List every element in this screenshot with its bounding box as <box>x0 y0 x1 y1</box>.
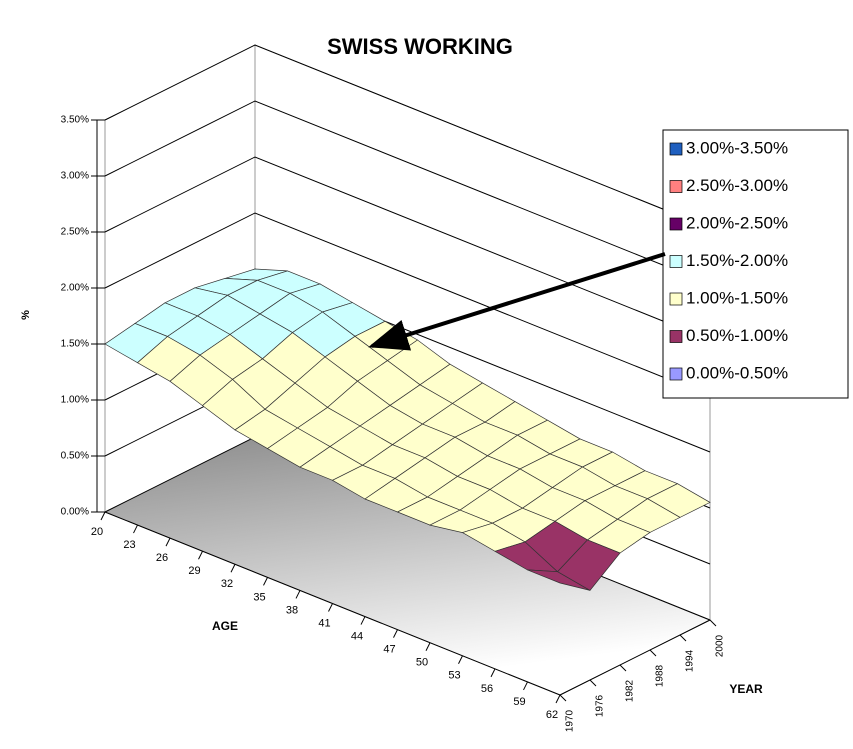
x-axis-label: AGE <box>212 619 238 633</box>
z-tick-label: 1.50% <box>61 339 89 350</box>
y-tick-label: 1982 <box>625 679 636 702</box>
grid-line <box>104 156 711 341</box>
y-tick <box>619 664 627 672</box>
y-tick-label: 2000 <box>715 634 726 657</box>
legend-box <box>662 129 849 399</box>
y-tick-label: 1988 <box>655 664 666 687</box>
x-tick <box>425 642 431 651</box>
legend: 3.00%-3.50% 2.50%-3.00% 2.00%-2.50% 1.50%-2… <box>662 129 849 399</box>
legend-swatch <box>669 367 683 381</box>
y-tick <box>649 649 657 657</box>
x-tick-label: 53 <box>448 670 460 682</box>
legend-label: 3.00%-3.50% <box>686 138 788 157</box>
x-tick-label: 35 <box>253 591 265 603</box>
x-tick-label: 23 <box>123 539 135 551</box>
legend-swatch <box>669 142 683 156</box>
y-tick-label: 1976 <box>595 694 606 717</box>
y-tick <box>709 619 717 627</box>
x-tick <box>360 616 366 625</box>
surface <box>104 268 711 591</box>
z-tick-label: 3.50% <box>61 115 89 126</box>
x-axis <box>104 511 561 696</box>
x-tick-label: 59 <box>513 696 525 708</box>
x-tick <box>555 694 561 704</box>
x-tick <box>133 524 138 534</box>
x-tick-label: 44 <box>351 630 363 642</box>
legend-label: 0.00%-0.50% <box>686 363 788 382</box>
legend-label: 0.50%-1.00% <box>686 326 788 345</box>
x-tick-label: 62 <box>546 709 558 721</box>
z-tick-label: 0.00% <box>61 507 89 518</box>
x-tick <box>230 564 236 573</box>
y-tick-label: 1994 <box>685 649 696 672</box>
x-tick <box>198 550 203 560</box>
x-tick-label: 32 <box>221 578 233 590</box>
y-tick <box>589 679 597 687</box>
surface-cell <box>527 569 591 591</box>
y-axis <box>559 619 711 696</box>
x-tick <box>490 668 496 678</box>
legend-label: 2.50%-3.00% <box>686 176 788 195</box>
x-tick <box>263 577 268 586</box>
legend-swatch <box>669 292 683 306</box>
legend-swatch <box>669 330 683 343</box>
legend-label: 1.50%-2.00% <box>686 251 788 270</box>
z-tick-label: 2.00% <box>61 283 89 294</box>
legend-swatch <box>669 180 683 193</box>
z-tick-label: 2.50% <box>61 227 89 238</box>
y-tick <box>679 634 687 642</box>
x-tick-label: 20 <box>91 526 103 538</box>
x-tick-label: 26 <box>156 552 168 564</box>
x-tick-label: 50 <box>416 657 428 669</box>
x-tick-label: 41 <box>318 617 330 629</box>
legend-label: 1.00%-1.50% <box>686 288 788 307</box>
z-axis-label: % <box>20 310 32 320</box>
grid-line <box>104 212 711 397</box>
x-tick-label: 47 <box>383 644 395 656</box>
x-tick-label: 29 <box>188 565 200 577</box>
x-tick <box>328 603 333 612</box>
x-tick-label: 56 <box>481 683 493 695</box>
grid-line <box>104 100 711 285</box>
legend-swatch <box>669 255 683 268</box>
x-tick <box>100 511 106 521</box>
z-tick-label: 1.00% <box>61 395 89 406</box>
legend-label: 2.00%-2.50% <box>686 213 788 232</box>
y-axis-label: YEAR <box>729 682 763 696</box>
x-tick <box>458 655 463 665</box>
annotation-arrow <box>368 252 666 351</box>
z-tick-label: 3.00% <box>61 171 89 182</box>
legend-swatch <box>669 217 683 231</box>
y-tick-label: 1970 <box>565 709 576 732</box>
x-tick-label: 38 <box>286 604 298 616</box>
axes: 0.00% 0.50% 1.00% 1.50% 2.00% 2.50% 3.00% 3.50%… <box>61 115 726 732</box>
x-tick <box>295 590 301 599</box>
x-tick <box>523 681 528 691</box>
chart-title: SWISS WORKING <box>327 34 513 59</box>
y-tick <box>559 694 567 702</box>
z-tick-label: 0.50% <box>61 451 89 462</box>
x-tick <box>165 537 171 547</box>
grid-line <box>104 44 711 229</box>
x-tick <box>393 629 398 638</box>
